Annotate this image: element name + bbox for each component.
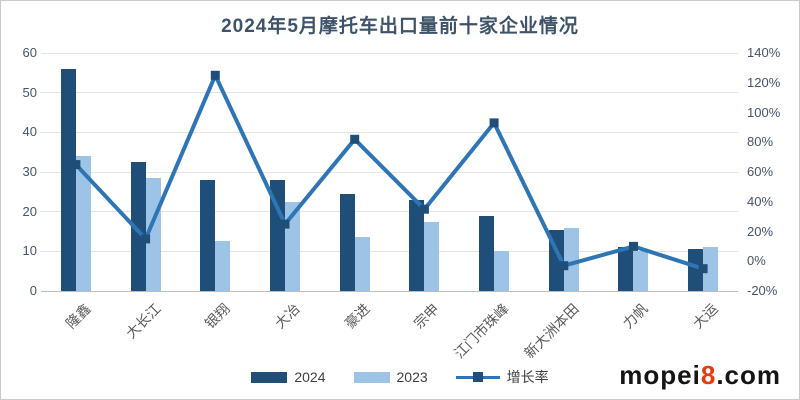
bar-2024 bbox=[409, 199, 425, 291]
legend-item-growth: 增长率 bbox=[455, 367, 549, 387]
bar-2023 bbox=[145, 177, 161, 291]
legend-label-growth: 增长率 bbox=[506, 369, 549, 385]
legend-swatch-2024-icon bbox=[251, 371, 288, 383]
y-axis-tick-right: 140% bbox=[747, 45, 781, 60]
y-axis-tick-left: 50 bbox=[22, 84, 37, 100]
bar-2023 bbox=[424, 221, 440, 291]
y-axis-tick-right: 40% bbox=[747, 193, 774, 209]
legend-item-2023: 2023 bbox=[353, 369, 428, 385]
bar-2024 bbox=[688, 249, 704, 291]
watermark-accent: 8 bbox=[700, 360, 717, 390]
bar-2023 bbox=[354, 237, 370, 291]
bar-2024 bbox=[60, 68, 76, 291]
line-marker-icon bbox=[141, 234, 151, 244]
y-axis-tick-right: -20% bbox=[747, 283, 778, 298]
line-marker-icon bbox=[210, 70, 220, 80]
chart-title: 2024年5月摩托车出口量前十家企业情况 bbox=[221, 16, 579, 37]
legend-label-2024: 2024 bbox=[294, 369, 326, 385]
line-marker-icon bbox=[350, 134, 360, 144]
watermark-suffix: .com bbox=[716, 360, 781, 390]
bar-2023 bbox=[563, 227, 579, 291]
growth-rate-line bbox=[71, 70, 708, 274]
legend-line-marker-icon bbox=[455, 371, 500, 383]
watermark-logo: mopei8.com bbox=[619, 360, 781, 391]
y-axis-tick-left: 60 bbox=[22, 45, 37, 60]
gridline bbox=[41, 131, 738, 133]
bar-2023 bbox=[494, 251, 510, 291]
y-axis-tick-left: 0 bbox=[29, 283, 37, 298]
line-marker-icon bbox=[698, 264, 708, 274]
legend: 2024 2023 增长率 bbox=[1, 367, 799, 387]
gridline bbox=[41, 52, 738, 54]
y-axis-tick-left: 20 bbox=[22, 203, 37, 219]
y-axis-tick-right: 80% bbox=[747, 134, 774, 150]
line-marker-icon bbox=[559, 261, 569, 271]
y-axis-tick-right: 20% bbox=[747, 223, 774, 239]
gridline bbox=[41, 92, 738, 94]
bar-2023 bbox=[75, 156, 91, 291]
gridline bbox=[41, 250, 738, 252]
watermark-prefix: mopei bbox=[619, 360, 701, 390]
bar-2023 bbox=[215, 241, 231, 291]
gridline bbox=[41, 211, 738, 213]
line-marker-icon bbox=[629, 241, 638, 251]
line-marker-icon bbox=[489, 118, 499, 128]
bar-2023 bbox=[703, 247, 719, 291]
bar-2024 bbox=[479, 215, 495, 291]
y-axis-tick-left: 40 bbox=[22, 124, 37, 140]
legend-item-2024: 2024 bbox=[251, 369, 326, 385]
line-marker-icon bbox=[280, 219, 290, 229]
bar-2024 bbox=[339, 193, 355, 291]
bar-2024 bbox=[269, 179, 285, 291]
bar-2023 bbox=[633, 251, 649, 291]
line-marker-icon bbox=[419, 204, 429, 214]
plot-area bbox=[41, 52, 738, 292]
bar-2024 bbox=[130, 162, 146, 291]
line-marker-icon bbox=[71, 160, 81, 170]
legend-label-2023: 2023 bbox=[396, 369, 428, 385]
y-axis-tick-left: 10 bbox=[22, 243, 37, 259]
y-axis-tick-right: 0% bbox=[747, 253, 766, 269]
bar-2024 bbox=[200, 179, 216, 291]
y-axis-tick-right: 100% bbox=[747, 104, 781, 120]
legend-swatch-2023-icon bbox=[353, 371, 390, 383]
y-axis-tick-right: 60% bbox=[747, 164, 774, 179]
y-axis-tick-left: 30 bbox=[22, 164, 37, 179]
bar-2024 bbox=[618, 247, 634, 291]
y-axis-tick-right: 120% bbox=[747, 74, 781, 90]
x-axis-line bbox=[41, 290, 738, 292]
